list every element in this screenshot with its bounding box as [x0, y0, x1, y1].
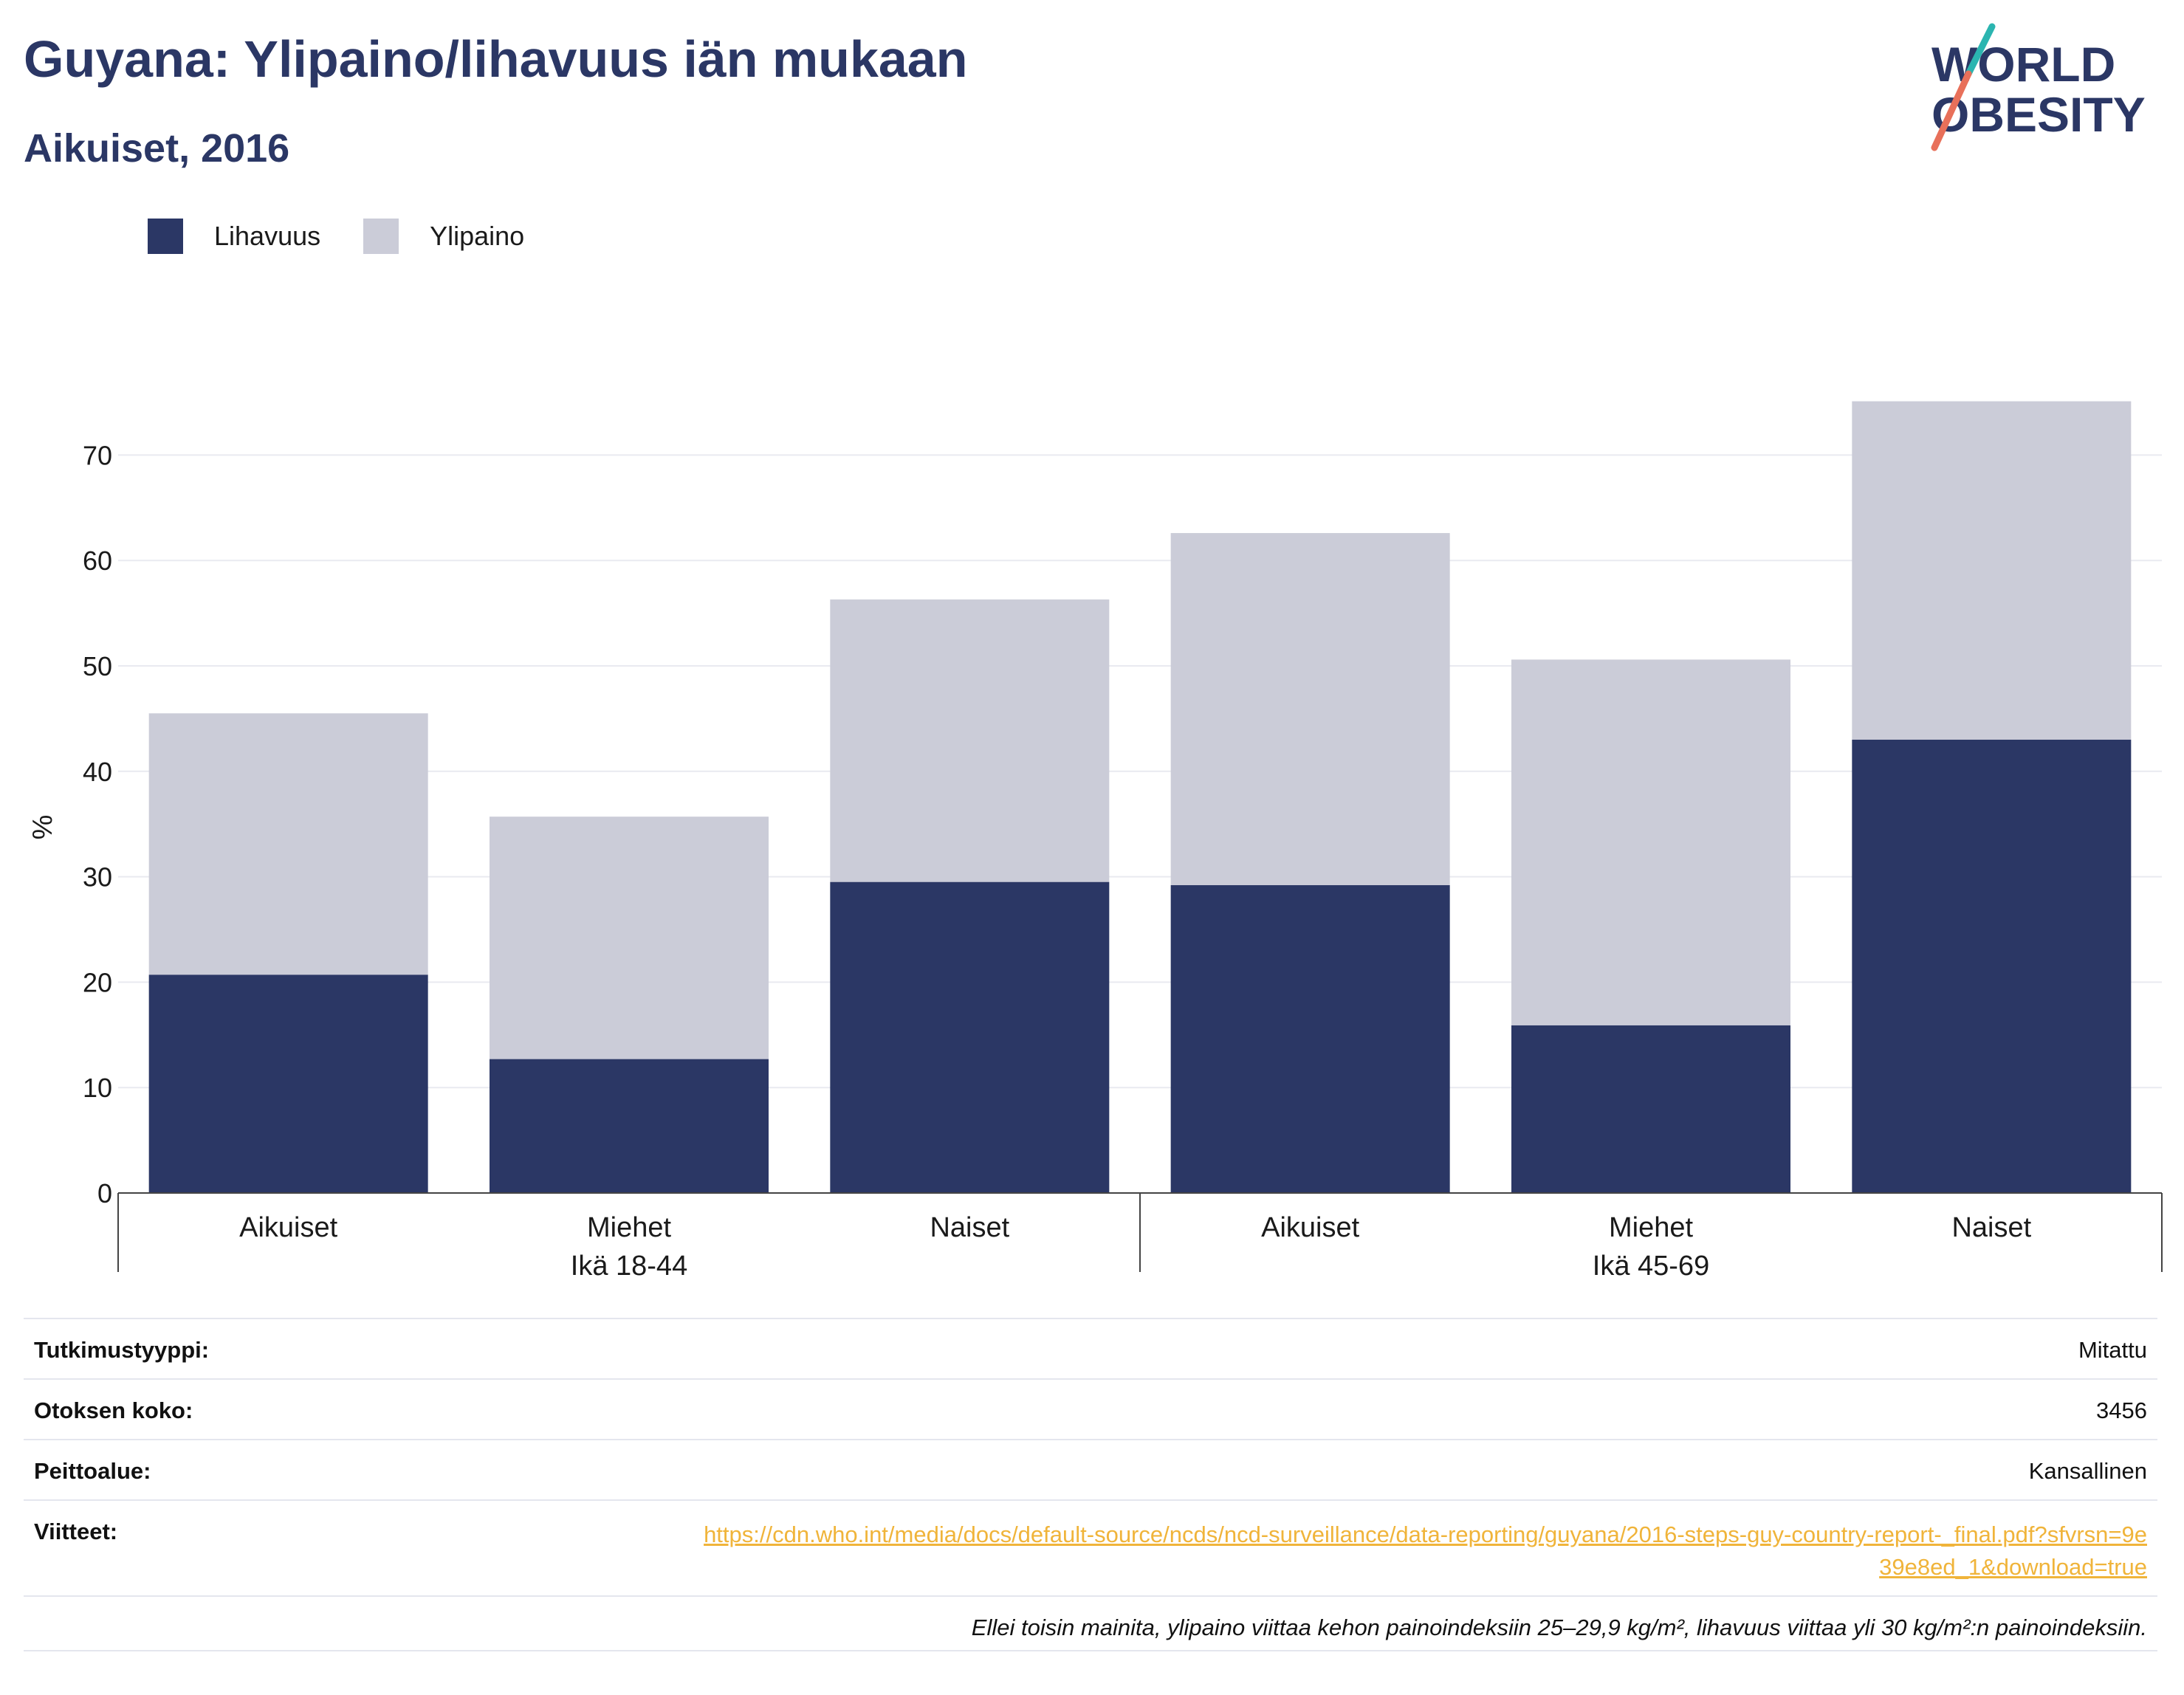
info-label-sample-size: Otoksen koko: — [34, 1397, 193, 1423]
bar-ylipaino — [148, 713, 428, 975]
info-value-sample-size: 3456 — [2096, 1397, 2147, 1423]
bar-lihavuus — [148, 974, 428, 1193]
info-table: Tutkimustyyppi: Mitattu Otoksen koko: 34… — [24, 1318, 2157, 1651]
x-tick-label: Miehet — [1609, 1212, 1693, 1243]
x-tick-label: Miehet — [587, 1212, 671, 1243]
info-row-references: Viitteet: https://cdn.who.int/media/docs… — [24, 1499, 2157, 1595]
legend-item-ylipaino: Ylipaino — [363, 219, 524, 254]
info-row-coverage: Peittoalue: Kansallinen — [24, 1439, 2157, 1499]
bar-lihavuus — [1852, 739, 2132, 1193]
info-row-footnote: Ellei toisin mainita, ylipaino viittaa k… — [24, 1595, 2157, 1651]
bar-lihavuus — [490, 1059, 769, 1193]
info-value-coverage: Kansallinen — [2028, 1458, 2147, 1484]
bar-ylipaino — [490, 816, 769, 1059]
x-tick-label: Naiset — [1951, 1212, 2031, 1243]
bar-ylipaino — [1852, 401, 2132, 740]
group-label: Ikä 18-44 — [571, 1251, 687, 1282]
bar-ylipaino — [830, 599, 1110, 882]
y-tick-label: 0 — [97, 1178, 112, 1208]
bar-lihavuus — [830, 881, 1110, 1193]
y-axis-label: % — [27, 815, 58, 840]
x-tick-label: Naiset — [930, 1212, 1009, 1243]
bar-lihavuus — [1170, 885, 1450, 1193]
legend-swatch-lihavuus — [148, 219, 183, 254]
y-tick-label: 70 — [83, 440, 112, 470]
bar-ylipaino — [1170, 533, 1450, 886]
info-label-coverage: Peittoalue: — [34, 1458, 151, 1484]
legend-swatch-ylipaino — [363, 219, 399, 254]
info-row-study-type: Tutkimustyyppi: Mitattu — [24, 1318, 2157, 1378]
chart-legend: Lihavuus Ylipaino — [148, 219, 567, 254]
svg-text:OBESITY: OBESITY — [1931, 87, 2146, 142]
y-tick-label: 10 — [83, 1073, 112, 1103]
bar-ylipaino — [1511, 659, 1790, 1025]
y-tick-label: 50 — [83, 651, 112, 681]
chart-subtitle: Aikuiset, 2016 — [24, 126, 290, 171]
legend-item-lihavuus: Lihavuus — [148, 219, 320, 254]
bar-lihavuus — [1511, 1025, 1790, 1193]
info-value-study-type: Mitattu — [2078, 1337, 2147, 1363]
x-tick-label: Aikuiset — [1261, 1212, 1359, 1243]
world-obesity-logo: WORLD OBESITY — [1931, 23, 2146, 151]
reference-link[interactable]: https://cdn.who.int/media/docs/default-s… — [704, 1522, 2147, 1580]
x-tick-label: Aikuiset — [239, 1212, 337, 1243]
info-label-references: Viitteet: — [34, 1519, 118, 1544]
info-label-study-type: Tutkimustyyppi: — [34, 1337, 210, 1363]
legend-label-lihavuus: Lihavuus — [214, 221, 321, 251]
y-tick-label: 30 — [83, 862, 112, 893]
stacked-bar-chart: 0 10 20 30 40 50 60 70% Aikuiset Miehet Naiset Aiku… — [27, 401, 2163, 1282]
legend-label-ylipaino: Ylipaino — [430, 221, 525, 251]
info-row-sample-size: Otoksen koko: 3456 — [24, 1378, 2157, 1439]
group-label: Ikä 45-69 — [1593, 1251, 1709, 1282]
y-tick-label: 60 — [83, 546, 112, 576]
footnote: Ellei toisin mainita, ylipaino viittaa k… — [971, 1615, 2147, 1640]
chart-title: Guyana: Ylipaino/lihavuus iän mukaan — [24, 30, 968, 88]
y-tick-label: 40 — [83, 757, 112, 787]
y-tick-label: 20 — [83, 967, 112, 997]
